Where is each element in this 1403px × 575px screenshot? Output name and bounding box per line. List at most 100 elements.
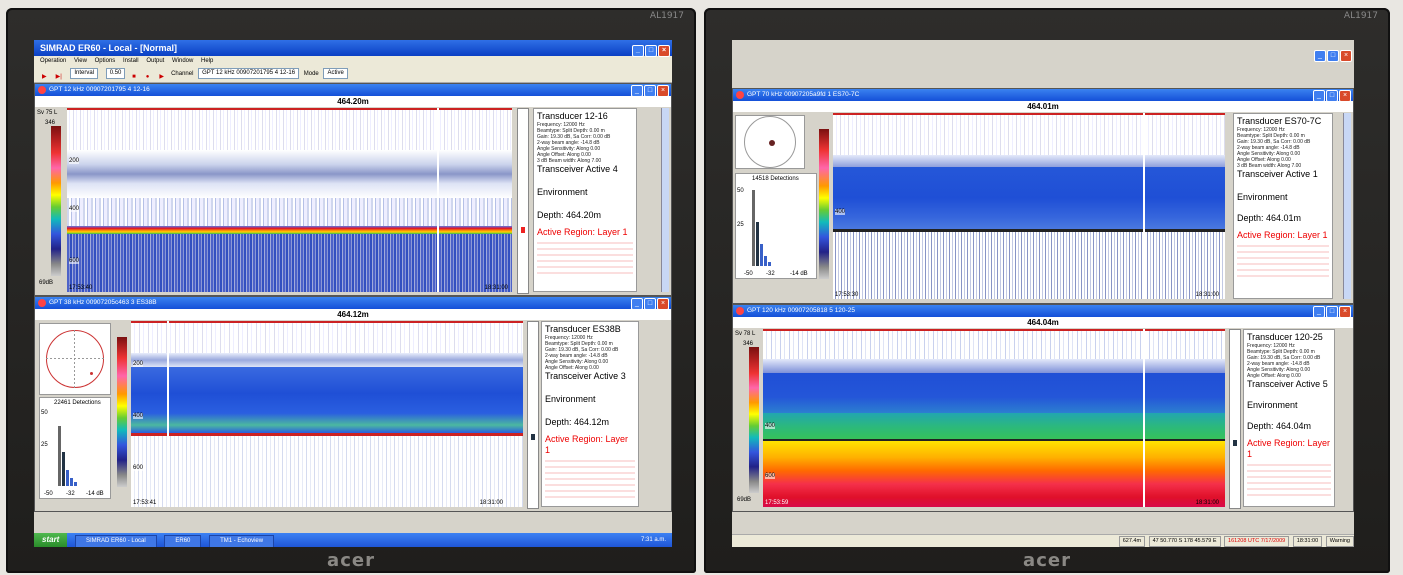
- minimize-icon[interactable]: _: [631, 298, 643, 309]
- status-warning[interactable]: Warning: [1325, 536, 1354, 547]
- transceiver-heading: Transceiver Active 1: [1237, 169, 1318, 179]
- echogram-title: GPT 38 kHz 00907205c463 3 ES38B: [49, 299, 157, 306]
- minimize-icon[interactable]: _: [631, 85, 643, 96]
- right-monitor: AL1917 _ □ × GPT 70 kHz 00907205a9fd 1 ES7…: [704, 8, 1390, 573]
- info-line: Frequency: 12000 Hz: [1247, 343, 1295, 349]
- maximize-icon[interactable]: □: [1326, 90, 1338, 101]
- depth-mark-400: 400: [765, 423, 776, 429]
- depth-mark-400: 400: [133, 413, 144, 419]
- menu-help[interactable]: Help: [201, 58, 214, 64]
- active-region-heading: Active Region: Layer 1: [1247, 438, 1331, 459]
- depth-readout: Depth: 464.04m: [1247, 421, 1312, 431]
- echogram-window-12khz[interactable]: GPT 12 kHz 00907201795 4 12-16 _ □ × 464.2…: [34, 83, 672, 296]
- status-datetime: 161208 UTC 7/17/2009: [1224, 536, 1290, 547]
- histo-y-top: 50: [41, 410, 48, 416]
- info-line: Gain: 19.30 dB, Sa Corr: 0.00 dB: [1247, 355, 1321, 361]
- region-details: [1247, 460, 1331, 500]
- taskbar: start SIMRAD ER60 - Local ER60 TM1 - Ech…: [34, 533, 672, 547]
- record-icon[interactable]: ●: [145, 74, 150, 81]
- menu-view[interactable]: View: [74, 58, 87, 64]
- close-icon[interactable]: ×: [1340, 50, 1352, 62]
- environment-heading: Environment: [537, 187, 588, 197]
- echogram-title-bar: GPT 120 kHz 00907205818 5 120-25 _ □ ×: [733, 305, 1353, 317]
- minimize-icon[interactable]: _: [1313, 306, 1325, 317]
- maximize-icon[interactable]: □: [644, 298, 656, 309]
- sv-label: Sv 78 L: [735, 331, 756, 337]
- start-button[interactable]: start: [34, 533, 68, 547]
- info-line: Gain: 19.30 dB, Sa Corr: 0.00 dB: [537, 134, 611, 140]
- info-panel: Transducer 120-25 Frequency: 12000 Hz Be…: [1243, 329, 1335, 507]
- info-line: 3 dB Beam width: Along 7.00: [537, 158, 602, 164]
- channel-select[interactable]: GPT 12 kHz 00907201795 4 12-16: [198, 67, 300, 79]
- echogram-window-120khz[interactable]: GPT 120 kHz 00907205818 5 120-25 _ □ × 464…: [732, 304, 1354, 512]
- info-line: Frequency: 12000 Hz: [1237, 127, 1285, 133]
- menu-install[interactable]: Install: [122, 58, 139, 64]
- menu-options[interactable]: Options: [94, 58, 116, 64]
- transceiver-heading: Transceiver Active 5: [1247, 379, 1328, 389]
- stop-icon[interactable]: ■: [132, 74, 136, 81]
- depth-mark-200: 200: [69, 158, 80, 164]
- histo-y-top: 50: [737, 188, 744, 194]
- menu-window[interactable]: Window: [172, 58, 194, 64]
- close-icon[interactable]: ×: [657, 298, 669, 309]
- color-scale-bar: [51, 126, 61, 276]
- echogram-display[interactable]: 400 17:53:30 18:31:00: [833, 113, 1225, 299]
- interval-select[interactable]: Interval: [70, 67, 99, 79]
- info-scrollbar[interactable]: [1343, 113, 1351, 299]
- detection-histogram: 22461 Detections 50 25 -50 -32 -14 dB: [39, 397, 111, 499]
- maximize-icon[interactable]: □: [1326, 306, 1338, 317]
- forward-icon[interactable]: ▶: [159, 74, 165, 81]
- taskbar-item[interactable]: TM1 - Echoview: [209, 535, 275, 547]
- close-icon[interactable]: ×: [658, 45, 670, 57]
- step-icon[interactable]: ▶|: [55, 74, 62, 81]
- close-icon[interactable]: ×: [657, 85, 669, 96]
- info-panel: Transducer ES38B Frequency: 12000 Hz Bea…: [541, 321, 639, 507]
- start-time: 17:53:41: [133, 500, 157, 506]
- ping-depth-bar: [517, 108, 529, 294]
- monitor-brand-logo: acer: [327, 550, 375, 571]
- echogram-window-70khz[interactable]: GPT 70 kHz 00907205a9fd 1 ES70-7C _ □ × 46…: [732, 88, 1354, 304]
- echogram-window-38khz[interactable]: GPT 38 kHz 00907205c463 3 ES38B _ □ × 464.…: [34, 296, 672, 512]
- menu-operation[interactable]: Operation: [40, 58, 67, 64]
- info-line: Angle Offset: Along 0.00: [1237, 157, 1291, 163]
- info-line: Angle Offset: Along 0.00: [545, 365, 599, 371]
- echogram-title: GPT 70 kHz 00907205a9fd 1 ES70-7C: [747, 91, 860, 98]
- histo-x-mid: -32: [766, 271, 775, 277]
- close-icon[interactable]: ×: [1339, 90, 1351, 101]
- mode-select[interactable]: Active: [323, 67, 348, 79]
- echogram-display[interactable]: 400 600 17:53:59 18:31:00: [763, 329, 1225, 507]
- target-position-panel: [735, 115, 805, 169]
- ping-rate-select[interactable]: 0.50: [105, 67, 126, 79]
- taskbar-item[interactable]: ER60: [164, 535, 202, 547]
- minimize-icon[interactable]: _: [1313, 90, 1325, 101]
- color-scale-bar: [819, 129, 829, 279]
- region-details: [1237, 241, 1329, 281]
- minimize-icon[interactable]: _: [632, 45, 644, 57]
- echogram-title-bar: GPT 38 kHz 00907205c463 3 ES38B _ □ ×: [35, 297, 671, 309]
- info-line: Angle Sensitivity: Along 0.00: [545, 359, 609, 365]
- depth-header: 464.12m: [35, 309, 671, 320]
- info-scrollbar[interactable]: [661, 108, 669, 292]
- sv-label: Sv 75 L: [37, 110, 58, 116]
- taskbar-item[interactable]: SIMRAD ER60 - Local: [75, 535, 157, 547]
- info-line: Angle Offset: Along 0.00: [1247, 373, 1301, 379]
- maximize-icon[interactable]: □: [645, 45, 657, 57]
- detection-histogram: 14518 Detections 50 25 -50 -32 -14 dB: [735, 173, 817, 279]
- scale-bottom: 69dB: [737, 497, 752, 503]
- play-icon[interactable]: ▶: [42, 74, 47, 81]
- minimize-icon[interactable]: _: [1314, 50, 1326, 62]
- menu-output[interactable]: Output: [146, 58, 165, 64]
- info-line: Gain: 19.30 dB, Sa Corr: 0.00 dB: [1237, 139, 1311, 145]
- mode-label: Mode: [303, 71, 319, 77]
- echogram-title: GPT 120 kHz 00907205818 5 120-25: [747, 307, 855, 314]
- echogram-display[interactable]: 200 400 600 17:53:40 18:31:00: [67, 108, 512, 292]
- maximize-icon[interactable]: □: [1327, 50, 1339, 62]
- close-icon[interactable]: ×: [1339, 306, 1351, 317]
- clock: 7:31 a.m.: [640, 537, 666, 543]
- echogram-display[interactable]: 200 400 600 17:53:41 18:31:00: [131, 321, 523, 507]
- app-window-controls: _ □ ×: [631, 41, 670, 57]
- start-time: 17:53:30: [835, 292, 859, 298]
- info-panel: Transducer 12-16 Frequency: 12000 Hz Bea…: [533, 108, 637, 292]
- app-title-bar: SIMRAD ER60 - Local - [Normal] _ □ ×: [34, 40, 672, 57]
- maximize-icon[interactable]: □: [644, 85, 656, 96]
